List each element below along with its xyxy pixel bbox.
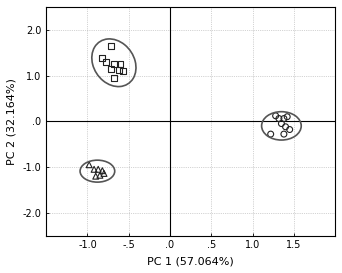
Point xyxy=(111,76,117,80)
Point xyxy=(97,173,103,177)
Point xyxy=(283,124,288,129)
Point xyxy=(120,69,126,73)
Point xyxy=(87,162,92,167)
Point xyxy=(95,167,101,171)
Point xyxy=(268,132,273,136)
Point xyxy=(93,174,98,178)
Point xyxy=(100,56,105,60)
Point xyxy=(111,62,117,66)
Point xyxy=(91,167,97,171)
Point xyxy=(285,115,290,119)
Point xyxy=(116,68,122,72)
Point xyxy=(108,67,113,71)
Point xyxy=(273,114,278,118)
X-axis label: PC 1 (57.064%): PC 1 (57.064%) xyxy=(147,256,234,266)
Point xyxy=(108,44,113,48)
Point xyxy=(103,60,108,64)
Point xyxy=(281,132,287,136)
Point xyxy=(100,168,105,173)
Point xyxy=(287,127,292,132)
Point xyxy=(101,171,107,176)
Point xyxy=(276,116,282,121)
Y-axis label: PC 2 (32.164%): PC 2 (32.164%) xyxy=(7,78,17,165)
Point xyxy=(118,62,123,66)
Point xyxy=(279,121,284,126)
Point xyxy=(281,116,287,121)
